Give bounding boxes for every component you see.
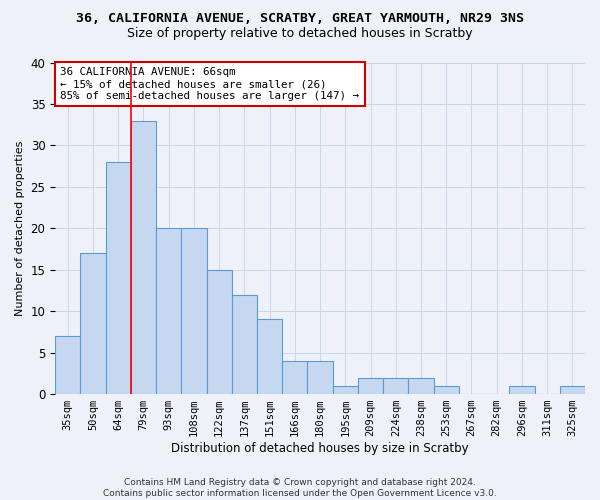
Bar — [358, 378, 383, 394]
Bar — [383, 378, 409, 394]
Bar — [55, 336, 80, 394]
Text: 36, CALIFORNIA AVENUE, SCRATBY, GREAT YARMOUTH, NR29 3NS: 36, CALIFORNIA AVENUE, SCRATBY, GREAT YA… — [76, 12, 524, 26]
Bar — [409, 378, 434, 394]
Bar — [307, 361, 332, 394]
Text: Size of property relative to detached houses in Scratby: Size of property relative to detached ho… — [127, 28, 473, 40]
X-axis label: Distribution of detached houses by size in Scratby: Distribution of detached houses by size … — [171, 442, 469, 455]
Bar — [80, 253, 106, 394]
Text: Contains HM Land Registry data © Crown copyright and database right 2024.
Contai: Contains HM Land Registry data © Crown c… — [103, 478, 497, 498]
Bar — [509, 386, 535, 394]
Bar — [131, 120, 156, 394]
Y-axis label: Number of detached properties: Number of detached properties — [15, 140, 25, 316]
Bar — [106, 162, 131, 394]
Bar — [257, 320, 282, 394]
Bar — [282, 361, 307, 394]
Bar — [206, 270, 232, 394]
Bar — [434, 386, 459, 394]
Bar — [181, 228, 206, 394]
Bar — [156, 228, 181, 394]
Text: 36 CALIFORNIA AVENUE: 66sqm
← 15% of detached houses are smaller (26)
85% of sem: 36 CALIFORNIA AVENUE: 66sqm ← 15% of det… — [61, 68, 359, 100]
Bar — [232, 294, 257, 394]
Bar — [560, 386, 585, 394]
Bar — [332, 386, 358, 394]
